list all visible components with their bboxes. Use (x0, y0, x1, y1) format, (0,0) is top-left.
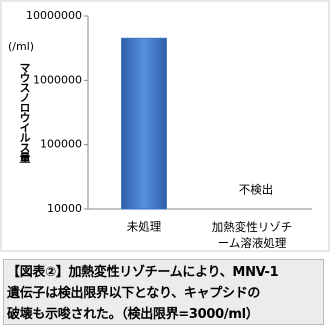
chart: 10000 100000 1000000 10000000 未処理 不検出 (0, 0, 330, 252)
y-unit: (/ml) (8, 40, 35, 53)
caption-line: 遺伝子は検出限界以下となり、キャプシドの (7, 286, 261, 301)
y-tick-label: 10000000 (26, 9, 82, 22)
caption: 【図表②】加熱変性リゾチームにより、MNV-1 遺伝子は検出限界以下となり、キャ… (3, 259, 324, 325)
caption-line: 【図表②】加熱変性リゾチームにより、MNV-1 (7, 265, 279, 280)
caption-line: 破壊も示唆された。（検出限界=3000/ml） (7, 307, 259, 322)
y-tick-label: 100000 (40, 138, 82, 151)
bar (121, 37, 167, 210)
annotation: 不検出 (239, 183, 274, 197)
y-axis-label: マウスノロウイルス量 (18, 62, 31, 162)
x-tick-label: 加熱変性リゾチーム溶液処理 (211, 220, 293, 250)
y-tick-label: 10000 (47, 202, 82, 215)
x-tick-label: 未処理 (127, 220, 162, 234)
y-tick-label: 1000000 (33, 73, 82, 86)
